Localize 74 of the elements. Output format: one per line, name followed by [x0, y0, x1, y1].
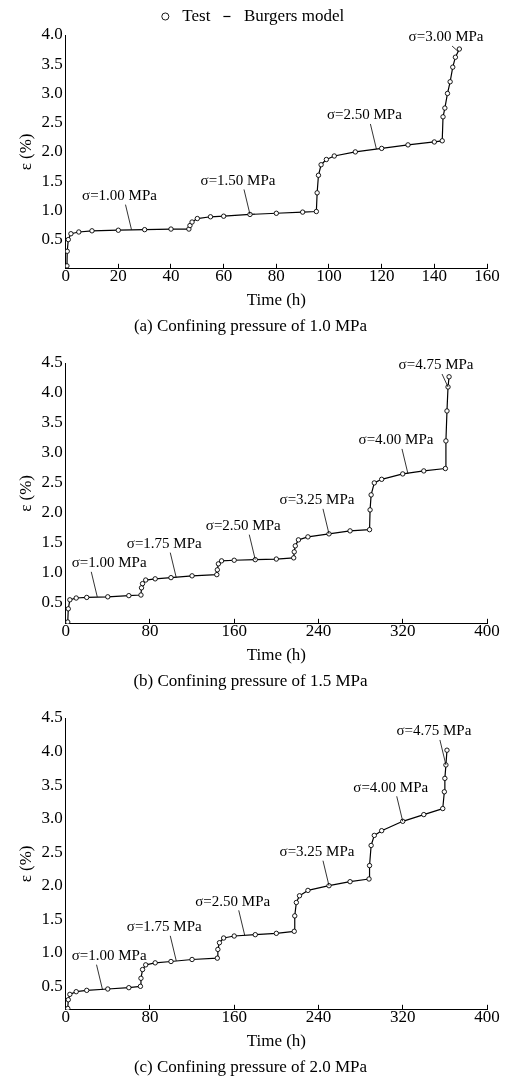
x-tick-label: 60 [215, 266, 233, 286]
text: (b) Confining pressure of 1.5 MPa [133, 671, 369, 691]
x-tick-label: 400 [474, 1007, 500, 1027]
x-tick-label: 140 [421, 266, 448, 286]
y-tick-label: 1.5 [41, 532, 63, 552]
x-tick-label: 20 [109, 266, 127, 286]
y-tick-label: 1.0 [41, 562, 63, 582]
annotation: σ=2.50 MPa [195, 892, 271, 909]
x-axis-title: Time (h) [246, 1030, 306, 1050]
annotation: σ=1.75 MPa [126, 918, 203, 935]
y-tick-label: 3.5 [41, 774, 63, 794]
x-tick-label: 160 [474, 266, 500, 286]
annotation: σ=3.00 MPa [408, 28, 484, 45]
annotation: σ=1.50 MPa [200, 171, 276, 188]
legend-label: Test [182, 5, 211, 25]
x-tick-label: 100 [316, 266, 342, 286]
y-tick-label: 0.5 [41, 229, 63, 249]
text: (c) Confining pressure of 2.0 MPa [133, 1057, 368, 1077]
y-tick-label: 4.5 [41, 707, 63, 727]
y-tick-label: 2.5 [41, 841, 63, 861]
y-tick-label: 2.5 [41, 472, 63, 492]
annotation: σ=1.75 MPa [126, 535, 203, 552]
x-tick-label: 240 [305, 1007, 332, 1027]
x-tick-label: 120 [368, 266, 395, 286]
y-tick-label: 4.5 [41, 352, 63, 372]
x-axis-title: Time (h) [246, 644, 306, 664]
legend-label: Burgers model [243, 5, 345, 25]
annotation: σ=2.50 MPa [205, 517, 282, 534]
y-axis-title: ε (%) [15, 845, 35, 883]
annotation: σ=3.25 MPa [279, 843, 355, 860]
annotation: σ=4.75 MPa [396, 722, 472, 739]
annotation: σ=4.00 MPa [358, 431, 434, 448]
x-axis-title: Time (h) [246, 289, 306, 309]
x-tick-label: 400 [474, 621, 500, 641]
y-tick-label: 1.5 [41, 908, 63, 928]
x-tick-label: 0 [61, 621, 70, 641]
y-tick-label: 1.5 [41, 170, 63, 190]
annotation: σ=1.00 MPa [82, 187, 158, 204]
x-tick-label: 0 [61, 266, 70, 286]
annotation: σ=4.75 MPa [398, 356, 474, 373]
x-tick-label: 80 [267, 266, 285, 286]
x-tick-label: 80 [141, 1007, 159, 1027]
y-tick-label: 4.0 [41, 741, 63, 761]
y-tick-label: 4.0 [41, 24, 63, 44]
annotation: σ=2.50 MPa [326, 106, 403, 123]
x-tick-label: 40 [162, 266, 180, 286]
y-tick-label: 3.0 [41, 442, 63, 462]
x-tick-label: 0 [61, 1007, 70, 1027]
annotation: σ=1.00 MPa [71, 554, 147, 571]
x-tick-label: 160 [221, 621, 247, 641]
x-tick-label: 320 [389, 1007, 416, 1027]
x-tick-label: 80 [141, 621, 159, 641]
y-tick-label: 3.5 [41, 412, 63, 432]
text: (a) Confining pressure of 1.0 MPa [133, 316, 368, 336]
y-tick-label: 3.5 [41, 53, 63, 73]
annotation: σ=4.00 MPa [353, 778, 429, 795]
y-tick-label: 0.5 [41, 592, 63, 612]
y-tick-label: 1.0 [41, 199, 63, 219]
y-tick-label: 4.0 [41, 382, 63, 402]
x-tick-label: 240 [305, 621, 332, 641]
annotation: σ=3.25 MPa [279, 491, 355, 508]
y-tick-label: 1.0 [41, 942, 63, 962]
y-tick-label: 0.5 [41, 975, 63, 995]
x-tick-label: 320 [389, 621, 416, 641]
annotation: σ=1.00 MPa [71, 947, 147, 964]
y-axis-title: ε (%) [15, 133, 35, 171]
y-tick-label: 2.5 [41, 112, 63, 132]
x-tick-label: 160 [221, 1007, 247, 1027]
y-tick-label: 3.0 [41, 82, 63, 102]
y-tick-label: 2.0 [41, 141, 63, 161]
y-tick-label: 2.0 [41, 502, 63, 522]
y-tick-label: 2.0 [41, 875, 63, 895]
y-tick-label: 3.0 [41, 808, 63, 828]
y-axis-title: ε (%) [15, 474, 35, 512]
